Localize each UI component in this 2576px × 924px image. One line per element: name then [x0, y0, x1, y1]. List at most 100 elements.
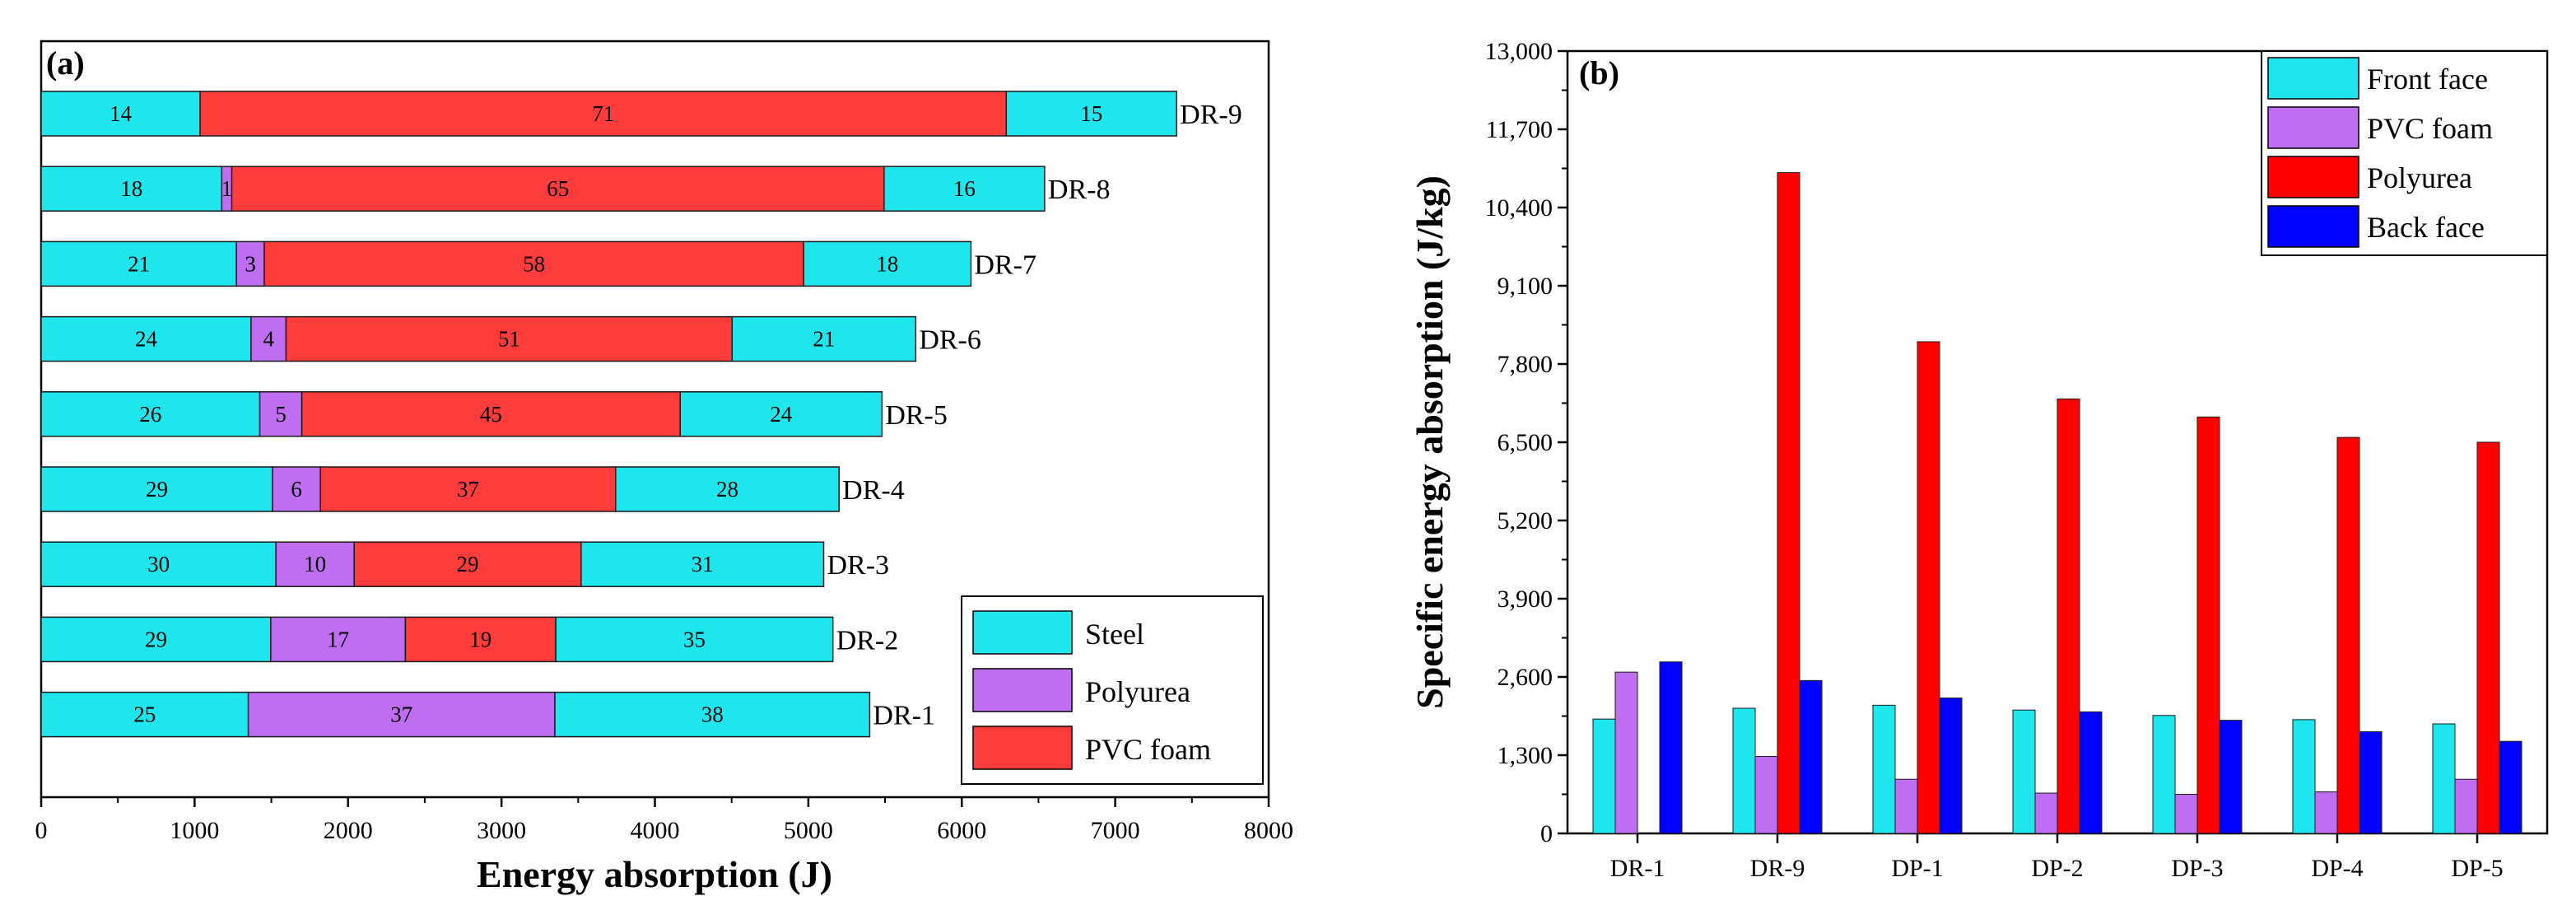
panel-a-label: (a) [46, 44, 85, 82]
panel-a-x-axis: 0 1000 2000 3000 4000 5000 6000 7000 8000 [35, 797, 1293, 844]
bar-segment-dr-5-3 [679, 391, 883, 437]
bar-dp-2-polyurea [2057, 398, 2080, 834]
bar-segment-label: 26 [139, 402, 161, 427]
panel-a-x-axis-title: Energy absorption (J) [477, 853, 832, 895]
bar-segment-dr-5-0 [40, 391, 261, 437]
bar-segment-dr-3-2 [353, 541, 582, 587]
bar-dr-9-polyurea [1777, 172, 1800, 834]
panel-b-label: (b) [1579, 54, 1619, 91]
bar-segment-label: 10 [304, 552, 326, 576]
category-label-dr-5: DR-5 [885, 400, 948, 431]
y-tick-label: 11,700 [1486, 116, 1553, 143]
bar-segment-dr-7-0 [40, 240, 237, 287]
x-tick-label: 2000 [324, 817, 373, 844]
y-tick-label: 3,900 [1498, 586, 1554, 613]
bar-dp-1-back-face [1939, 698, 1963, 834]
bar-segment-dr-5-1 [259, 391, 303, 437]
bar-segment-label: 51 [498, 327, 520, 352]
bar-segment-dr-1-1 [247, 691, 556, 738]
category-label-dr-9: DR-9 [1180, 100, 1242, 130]
x-tick-label-dr-1: DR-1 [1610, 855, 1665, 882]
legend-label: PVC foam [2367, 112, 2493, 145]
y-tick-label: 5,200 [1498, 507, 1554, 534]
bar-dp-3-front-face [2152, 715, 2176, 834]
y-tick-label: 7,800 [1498, 351, 1554, 378]
bar-segment-label: 18 [876, 251, 898, 276]
x-tick-label: 1000 [170, 817, 219, 844]
panel-b-legend: Front face PVC foam Polyurea Back face [2261, 50, 2548, 256]
y-tick-label: 6,500 [1498, 429, 1554, 456]
bar-dp-5-front-face [2432, 723, 2456, 834]
bar-segment-label: 29 [457, 552, 479, 576]
bar-dp-5-polyurea [2476, 441, 2500, 834]
bar-segment-dr-3-0 [40, 541, 277, 587]
bar-segment-label: 45 [480, 402, 502, 427]
bar-segment-label: 71 [592, 101, 614, 126]
legend-swatch-back-face [2267, 205, 2359, 248]
category-label-dr-4: DR-4 [842, 475, 905, 506]
y-tick-label: 1,300 [1498, 742, 1554, 769]
panel-a-bars: 14 71 15 DR-918 1 65 16 DR-821 3 58 18 DR-724 4 51 21 D… [40, 91, 1242, 738]
bar-dp-4-pvc-foam [2314, 791, 2338, 834]
bar-segment-label: 4 [263, 327, 274, 352]
legend-label: Polyurea [1085, 675, 1190, 708]
x-tick-label-dr-9: DR-9 [1750, 855, 1805, 882]
legend-label: Back face [2367, 211, 2485, 244]
bar-segment-label: 16 [953, 176, 976, 201]
bar-segment-label: 38 [701, 702, 724, 727]
bar-segment-label: 21 [128, 251, 150, 276]
bar-dp-5-back-face [2499, 740, 2522, 834]
bar-segment-label: 30 [147, 552, 170, 576]
bar-segment-label: 31 [692, 552, 714, 576]
panel-a-chart: (a) 14 71 15 DR-918 1 65 16 DR-821 3 58 18 DR-724 4 5… [35, 40, 1293, 895]
x-tick-label-dp-4: DP-4 [2311, 855, 2363, 882]
bar-segment-dr-4-3 [615, 466, 840, 512]
panel-b-bars [1592, 172, 2522, 834]
x-tick-label: 8000 [1244, 817, 1293, 844]
bar-dp-4-front-face [2292, 719, 2316, 834]
legend-label: Polyurea [2367, 161, 2472, 194]
bar-segment-label: 1 [221, 176, 233, 201]
bar-segment-dr-6-3 [731, 315, 917, 362]
bar-segment-dr-9-1 [199, 91, 1008, 137]
panel-b-chart: (b) 0 1,300 2,600 3,900 5,200 6,500 7,800 9,100… [1409, 38, 2549, 882]
bar-segment-label: 35 [683, 627, 706, 651]
category-label-dr-8: DR-8 [1048, 175, 1111, 205]
bar-segment-dr-8-2 [231, 166, 885, 212]
panel-a-legend: Steel Polyurea PVC foam [961, 595, 1264, 785]
bar-dp-2-front-face [2012, 709, 2036, 834]
x-tick-label: 7000 [1091, 817, 1140, 844]
x-tick-label: 0 [35, 817, 48, 844]
bar-segment-label: 29 [146, 477, 168, 502]
y-tick-label: 0 [1540, 820, 1553, 847]
bar-segment-label: 6 [291, 477, 302, 502]
legend-swatch-pvc-foam [972, 726, 1073, 770]
bar-segment-label: 37 [457, 477, 479, 502]
bar-dp-3-polyurea [2196, 416, 2220, 834]
bar-segment-label: 19 [469, 627, 491, 651]
bar-segment-label: 29 [145, 627, 167, 651]
x-tick-label: 3000 [477, 817, 526, 844]
bar-dp-2-back-face [2079, 711, 2103, 834]
bar-segment-dr-2-0 [40, 616, 272, 663]
bar-segment-label: 37 [390, 702, 412, 727]
bar-dr-9-pvc-foam [1754, 755, 1778, 834]
bar-segment-label: 25 [133, 702, 156, 727]
legend-swatch-front-face [2267, 57, 2359, 100]
bar-segment-label: 65 [547, 176, 569, 201]
legend-label: Front face [2367, 63, 2488, 96]
bar-segment-dr-7-1 [235, 240, 265, 287]
y-tick-label: 13,000 [1485, 38, 1554, 65]
legend-label: PVC foam [1085, 733, 1211, 766]
bar-segment-label: 21 [813, 327, 835, 352]
bar-segment-dr-4-2 [319, 466, 617, 512]
y-tick-label: 2,600 [1498, 664, 1554, 691]
bar-segment-dr-2-3 [555, 616, 834, 663]
bar-segment-dr-9-2 [1005, 91, 1177, 137]
bar-dr-9-front-face [1732, 707, 1756, 834]
panel-b-x-axis: DR-1 DR-9 DP-1 DP-2 DP-3 DP-4 DP-5 [1610, 833, 2504, 882]
bar-dp-4-polyurea [2336, 436, 2360, 834]
bar-segment-dr-7-3 [803, 240, 972, 287]
bar-segment-dr-8-3 [883, 166, 1046, 212]
